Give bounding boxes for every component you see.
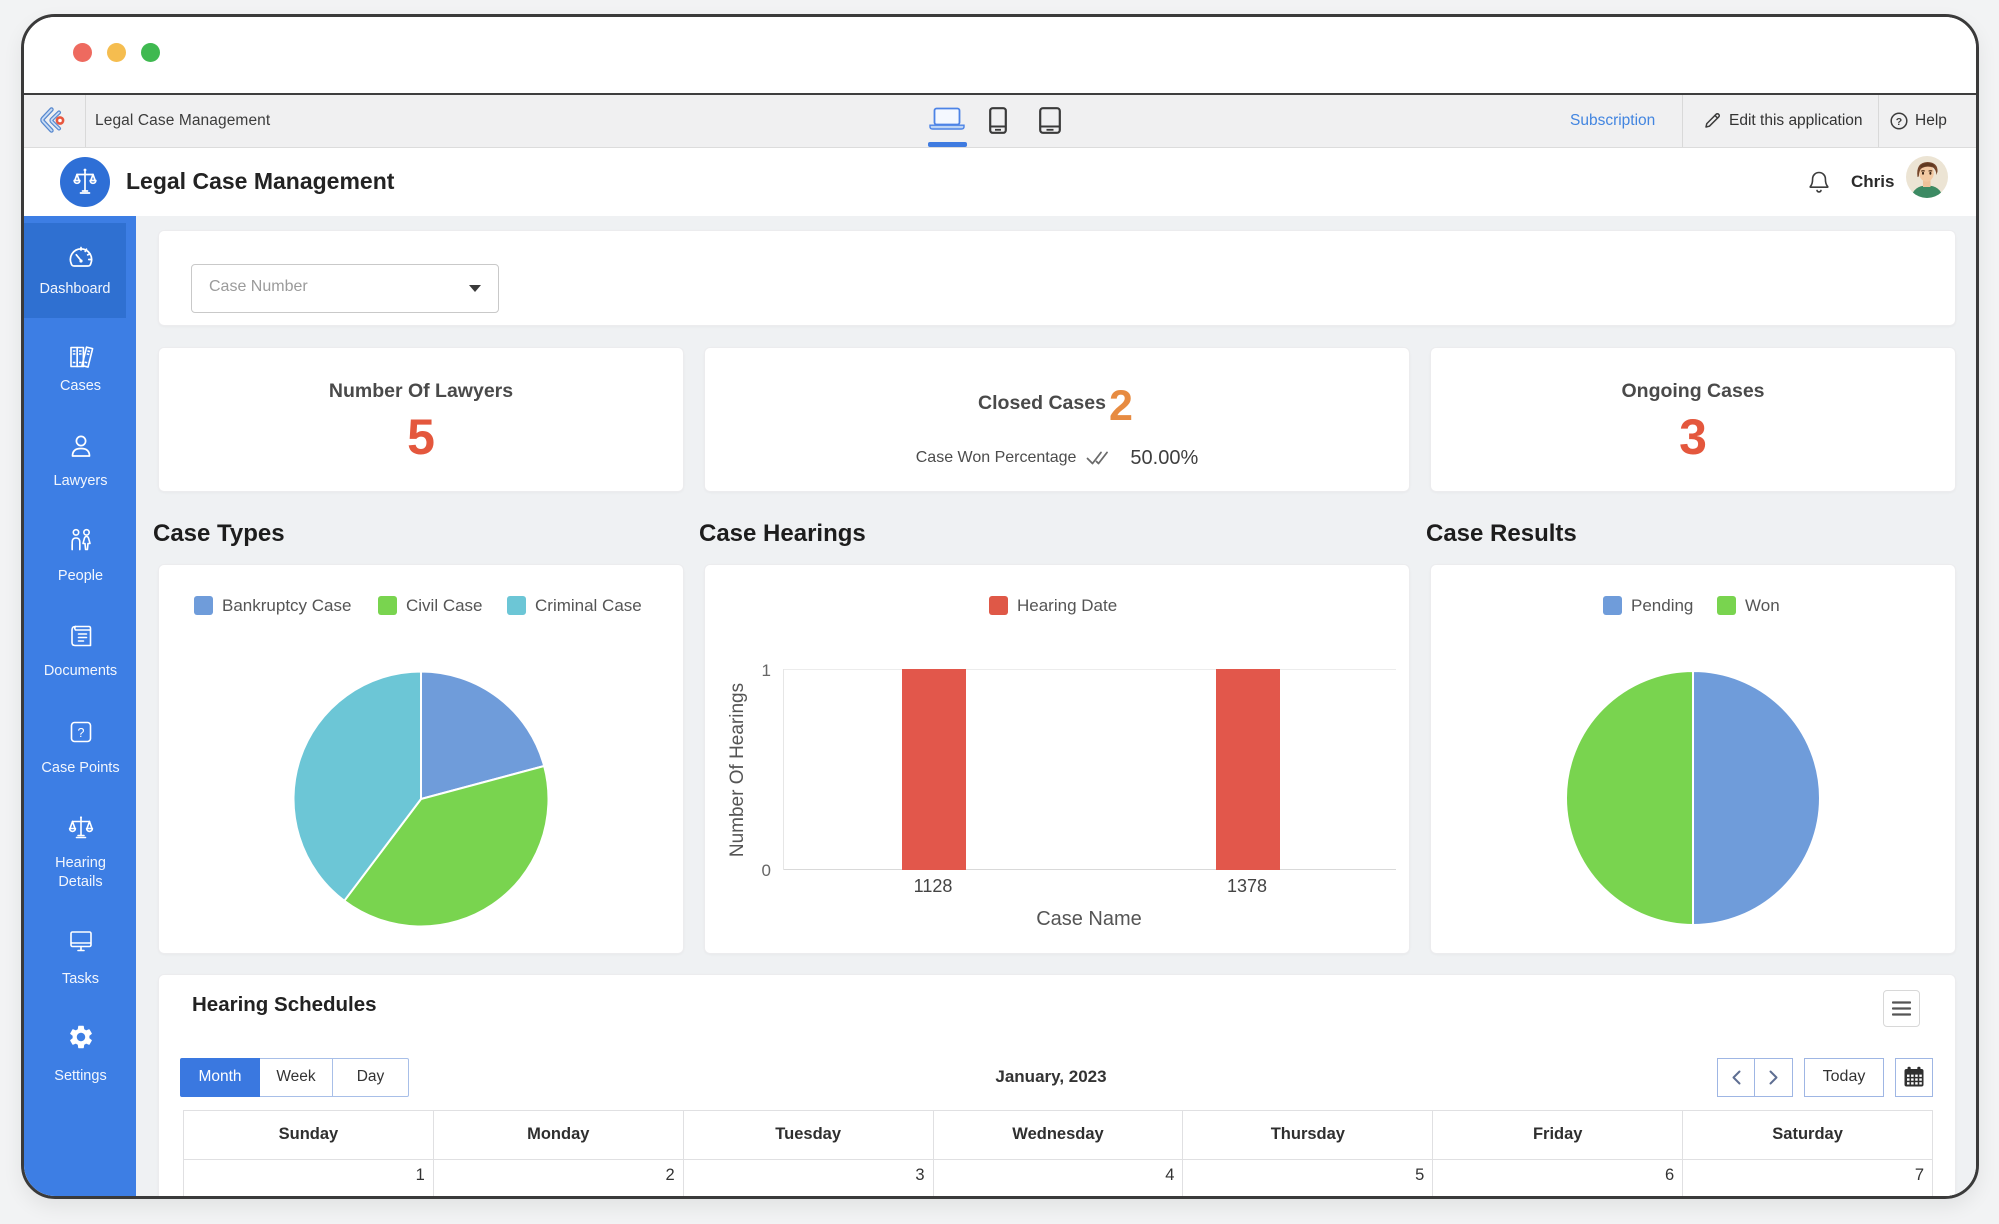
svg-text:?: ? xyxy=(1896,116,1902,128)
svg-text:?: ? xyxy=(78,726,85,740)
